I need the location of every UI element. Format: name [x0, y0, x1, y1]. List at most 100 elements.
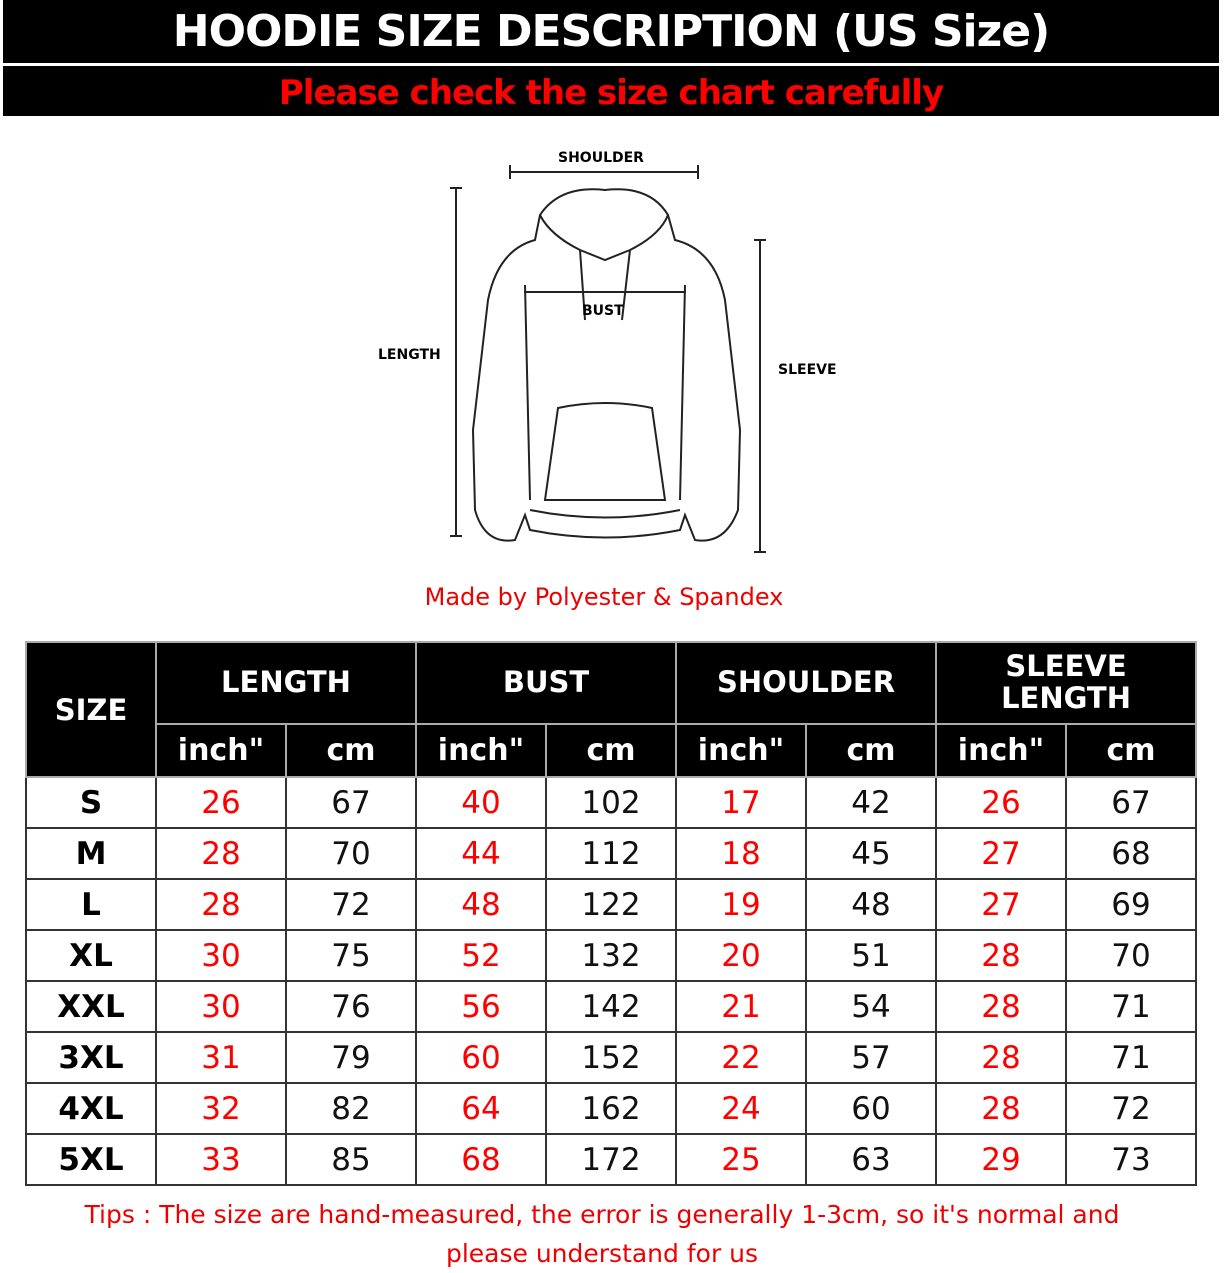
cm-cell: 122: [544, 878, 678, 931]
page-subtitle: Please check the size chart carefully: [3, 66, 1219, 116]
cm-cell: 71: [1065, 1031, 1198, 1084]
bust-label: BUST: [582, 303, 624, 319]
table-row: 4XL 32 82 64 162 24 60 28 72: [25, 1082, 1198, 1135]
inch-cell: 30: [155, 929, 287, 982]
cm-cell: 85: [285, 1133, 417, 1186]
inch-cell: 28: [935, 1031, 1068, 1084]
cm-cell: 68: [1065, 827, 1198, 880]
cm-cell: 51: [805, 929, 938, 982]
inch-cell: 22: [675, 1031, 808, 1084]
size-cell: M: [25, 827, 157, 880]
inch-cell: 26: [155, 776, 287, 829]
inch-cell: 24: [675, 1082, 808, 1135]
cm-cell: 71: [1065, 980, 1198, 1033]
table-row: 5XL 33 85 68 172 25 63 29 73: [25, 1133, 1198, 1186]
cm-cell: 67: [1065, 776, 1198, 829]
cm-cell: 82: [285, 1082, 417, 1135]
cm-cell: 45: [805, 827, 938, 880]
cm-cell: 79: [285, 1031, 417, 1084]
unit-header-inch: inch": [935, 723, 1068, 778]
inch-cell: 64: [415, 1082, 547, 1135]
inch-cell: 56: [415, 980, 547, 1033]
cm-cell: 132: [544, 929, 678, 982]
inch-cell: 30: [155, 980, 287, 1033]
inch-cell: 19: [675, 878, 808, 931]
unit-header-inch: inch": [415, 723, 547, 778]
cm-cell: 172: [544, 1133, 678, 1186]
cm-cell: 102: [544, 776, 678, 829]
size-cell: 5XL: [25, 1133, 157, 1186]
cm-cell: 54: [805, 980, 938, 1033]
cm-cell: 42: [805, 776, 938, 829]
inch-cell: 28: [935, 1082, 1068, 1135]
cm-cell: 60: [805, 1082, 938, 1135]
cm-cell: 69: [1065, 878, 1198, 931]
cm-cell: 72: [1065, 1082, 1198, 1135]
unit-header-inch: inch": [155, 723, 287, 778]
table-row: XXL 30 76 56 142 21 54 28 71: [25, 980, 1198, 1033]
cm-cell: 72: [285, 878, 417, 931]
table-row: L 28 72 48 122 19 48 27 69: [25, 878, 1198, 931]
cm-cell: 75: [285, 929, 417, 982]
cm-cell: 70: [285, 827, 417, 880]
inch-cell: 52: [415, 929, 547, 982]
inch-cell: 48: [415, 878, 547, 931]
inch-cell: 68: [415, 1133, 547, 1186]
size-cell: XL: [25, 929, 157, 982]
inch-cell: 26: [935, 776, 1068, 829]
length-label: LENGTH: [378, 347, 441, 363]
table-row: S 26 67 40 102 17 42 26 67: [25, 776, 1198, 829]
inch-cell: 18: [675, 827, 808, 880]
cm-cell: 67: [285, 776, 417, 829]
unit-header-cm: cm: [285, 723, 417, 778]
cm-cell: 112: [544, 827, 678, 880]
page-title: HOODIE SIZE DESCRIPTION (US Size): [3, 0, 1219, 63]
size-cell: L: [25, 878, 157, 931]
inch-cell: 27: [935, 827, 1068, 880]
shoulder-label: SHOULDER: [558, 150, 644, 166]
material-note: Made by Polyester & Spandex: [424, 583, 784, 611]
inch-cell: 28: [155, 827, 287, 880]
cm-cell: 57: [805, 1031, 938, 1084]
inch-cell: 27: [935, 878, 1068, 931]
inch-cell: 28: [155, 878, 287, 931]
inch-cell: 25: [675, 1133, 808, 1186]
inch-cell: 60: [415, 1031, 547, 1084]
table-row: M 28 70 44 112 18 45 27 68: [25, 827, 1198, 880]
inch-cell: 20: [675, 929, 808, 982]
inch-cell: 17: [675, 776, 808, 829]
group-header-length: LENGTH: [155, 641, 417, 725]
cm-cell: 76: [285, 980, 417, 1033]
cm-cell: 162: [544, 1082, 678, 1135]
unit-header-cm: cm: [805, 723, 938, 778]
inch-cell: 21: [675, 980, 808, 1033]
size-cell: XXL: [25, 980, 157, 1033]
inch-cell: 32: [155, 1082, 287, 1135]
cm-cell: 142: [544, 980, 678, 1033]
inch-cell: 29: [935, 1133, 1068, 1186]
cm-cell: 152: [544, 1031, 678, 1084]
unit-header-cm: cm: [544, 723, 678, 778]
cm-cell: 48: [805, 878, 938, 931]
size-cell: 3XL: [25, 1031, 157, 1084]
cm-cell: 70: [1065, 929, 1198, 982]
inch-cell: 28: [935, 929, 1068, 982]
size-cell: S: [25, 776, 157, 829]
sleeve-label: SLEEVE: [778, 362, 837, 378]
unit-header-cm: cm: [1065, 723, 1198, 778]
table-row: 3XL 31 79 60 152 22 57 28 71: [25, 1031, 1198, 1084]
cm-cell: 73: [1065, 1133, 1198, 1186]
tips-note: Tips : The size are hand-measured, the e…: [84, 1200, 1120, 1268]
unit-header-inch: inch": [675, 723, 808, 778]
inch-cell: 40: [415, 776, 547, 829]
cm-cell: 63: [805, 1133, 938, 1186]
inch-cell: 31: [155, 1031, 287, 1084]
size-header: SIZE: [25, 641, 157, 778]
inch-cell: 33: [155, 1133, 287, 1186]
group-header-sleeve-length: SLEEVE LENGTH: [935, 641, 1198, 725]
size-cell: 4XL: [25, 1082, 157, 1135]
table-row: XL 30 75 52 132 20 51 28 70: [25, 929, 1198, 982]
group-header-shoulder: SHOULDER: [675, 641, 938, 725]
group-header-bust: BUST: [414, 641, 678, 725]
inch-cell: 44: [415, 827, 547, 880]
